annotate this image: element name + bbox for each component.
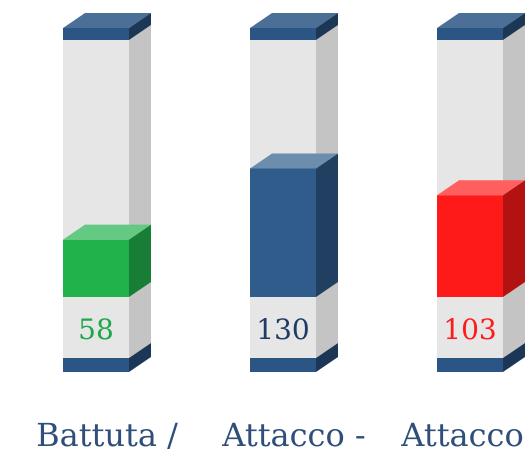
tube-cap-top	[63, 13, 151, 28]
data-label: 103	[443, 313, 496, 346]
bar	[437, 195, 503, 297]
tube-base-side	[503, 343, 525, 372]
bar	[250, 168, 316, 297]
tube-base-front	[63, 358, 129, 372]
bar-side	[503, 180, 525, 297]
tube-cap-side	[503, 13, 525, 40]
bar-side	[316, 153, 338, 297]
tube-base-front	[437, 358, 503, 372]
tube-base-side	[316, 343, 338, 372]
tube-cap-side	[316, 13, 338, 40]
tube-base-front	[250, 358, 316, 372]
data-label: 130	[256, 313, 309, 346]
tube-front	[63, 40, 129, 358]
tube-base-side	[129, 343, 151, 372]
tube-cap-side	[129, 13, 151, 40]
category-label: Attacco +	[400, 416, 530, 454]
bar	[63, 239, 129, 297]
tube-cap-front	[250, 28, 316, 40]
tube-cap-front	[437, 28, 503, 40]
tube-cap-top	[250, 13, 338, 28]
bar-top	[250, 153, 338, 169]
tube-side	[129, 25, 151, 358]
tube-cap-front	[63, 28, 129, 40]
category-label: Attacco -	[221, 416, 365, 454]
bar-top	[63, 224, 151, 240]
tube-cap-top	[437, 13, 525, 28]
bar-top	[437, 180, 525, 196]
data-label: 58	[78, 313, 114, 346]
bar-side	[129, 224, 151, 297]
category-label: Battuta /	[36, 416, 178, 454]
